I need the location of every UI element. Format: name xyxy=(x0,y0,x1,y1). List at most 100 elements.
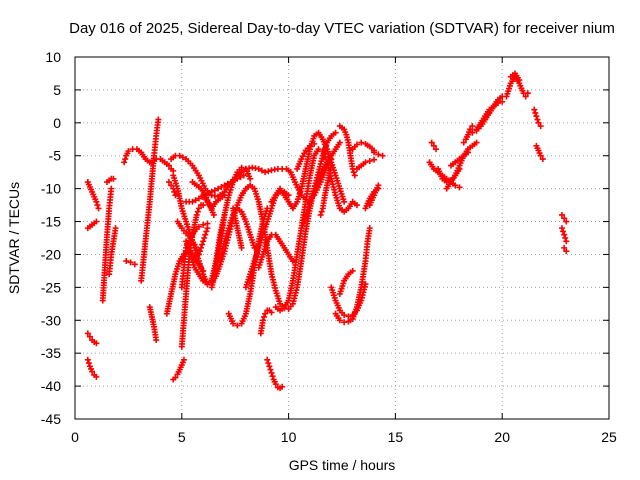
x-axis-label: GPS time / hours xyxy=(289,457,396,473)
x-tick-label: 5 xyxy=(178,429,186,445)
series-track-bf xyxy=(503,73,527,100)
series-track-f xyxy=(84,330,100,347)
series-track-av xyxy=(371,149,386,159)
series-track-q xyxy=(165,179,179,199)
data-point xyxy=(350,169,357,176)
data-point xyxy=(255,165,262,172)
series-track-l xyxy=(148,156,177,174)
x-tick-label: 20 xyxy=(494,429,510,445)
series-track-as xyxy=(353,156,378,172)
data-point xyxy=(202,231,209,238)
series-track-az xyxy=(443,139,480,192)
series-track-aq xyxy=(336,267,356,297)
data-point xyxy=(341,312,348,319)
data-point xyxy=(261,313,268,320)
data-point xyxy=(172,374,179,381)
x-tick-label: 25 xyxy=(601,429,617,445)
data-point xyxy=(131,261,138,268)
data-point xyxy=(366,157,373,164)
data-point xyxy=(494,100,501,107)
series-track-z xyxy=(200,192,228,212)
data-point xyxy=(121,159,128,166)
data-point xyxy=(203,228,210,235)
data-point xyxy=(215,185,222,192)
data-point xyxy=(84,356,91,363)
data-point xyxy=(155,116,162,123)
series-track-c xyxy=(99,185,115,304)
data-point xyxy=(210,211,217,218)
data-point xyxy=(265,360,272,367)
data-point xyxy=(168,182,175,189)
data-point xyxy=(432,146,439,153)
series-track-au xyxy=(366,182,382,209)
data-point xyxy=(204,281,211,288)
data-point xyxy=(522,93,529,100)
data-point xyxy=(563,248,570,255)
series-track-af xyxy=(255,231,296,271)
data-point xyxy=(153,337,160,344)
data-point xyxy=(127,259,134,266)
data-point xyxy=(537,123,544,130)
series-track-be xyxy=(482,98,506,123)
data-point xyxy=(180,251,187,258)
series-track-y xyxy=(195,225,211,258)
data-point xyxy=(561,244,568,251)
data-point xyxy=(93,340,100,347)
data-point xyxy=(473,139,480,146)
data-point xyxy=(165,162,172,169)
data-point xyxy=(108,185,115,192)
data-point xyxy=(196,248,203,255)
data-point xyxy=(539,156,546,163)
data-point xyxy=(123,258,130,265)
data-points xyxy=(84,70,570,392)
series-track-e xyxy=(106,225,119,278)
series-track-i xyxy=(123,258,138,268)
series-track-j xyxy=(138,116,162,284)
data-point xyxy=(267,366,274,373)
series-track-b xyxy=(84,218,100,232)
y-tick-label: -20 xyxy=(41,246,61,262)
y-tick-label: -10 xyxy=(41,181,61,197)
data-point xyxy=(533,113,540,120)
data-point xyxy=(259,317,266,324)
data-point xyxy=(531,106,538,113)
data-point xyxy=(371,149,378,156)
data-point xyxy=(192,197,199,204)
data-point xyxy=(240,172,247,179)
data-point xyxy=(537,152,544,159)
data-point xyxy=(94,202,101,209)
data-point xyxy=(452,182,459,189)
series-track-ai xyxy=(268,188,292,205)
data-point xyxy=(318,208,325,215)
axis-ticks: 0 5 10 15 20 25 10 5 0 -5 -10 -15 -20 -25 -30 -35 -40 -45 xyxy=(41,49,617,445)
data-point xyxy=(84,330,91,337)
data-point xyxy=(122,156,129,163)
data-point xyxy=(532,109,539,116)
data-point xyxy=(559,225,566,232)
data-point xyxy=(272,381,279,388)
data-point xyxy=(456,184,463,191)
data-point xyxy=(375,182,382,189)
data-point xyxy=(93,198,100,205)
data-point xyxy=(179,154,186,161)
data-point xyxy=(172,192,179,199)
data-point xyxy=(176,152,183,159)
data-point xyxy=(561,215,568,222)
data-point xyxy=(561,231,568,238)
data-point xyxy=(345,313,352,320)
series-track-am xyxy=(317,162,335,218)
y-tick-label: -5 xyxy=(49,148,62,164)
data-point xyxy=(200,221,207,228)
series-track-ax xyxy=(428,139,439,153)
series-track-al xyxy=(298,156,335,232)
series-track-bi xyxy=(531,106,544,130)
series-track-ba xyxy=(447,149,472,169)
data-point xyxy=(200,267,207,274)
series-track-bj xyxy=(533,142,546,163)
data-point xyxy=(110,175,117,182)
data-point xyxy=(524,90,531,97)
data-point xyxy=(379,152,386,159)
x-tick-label: 15 xyxy=(388,429,404,445)
data-point xyxy=(375,151,382,158)
